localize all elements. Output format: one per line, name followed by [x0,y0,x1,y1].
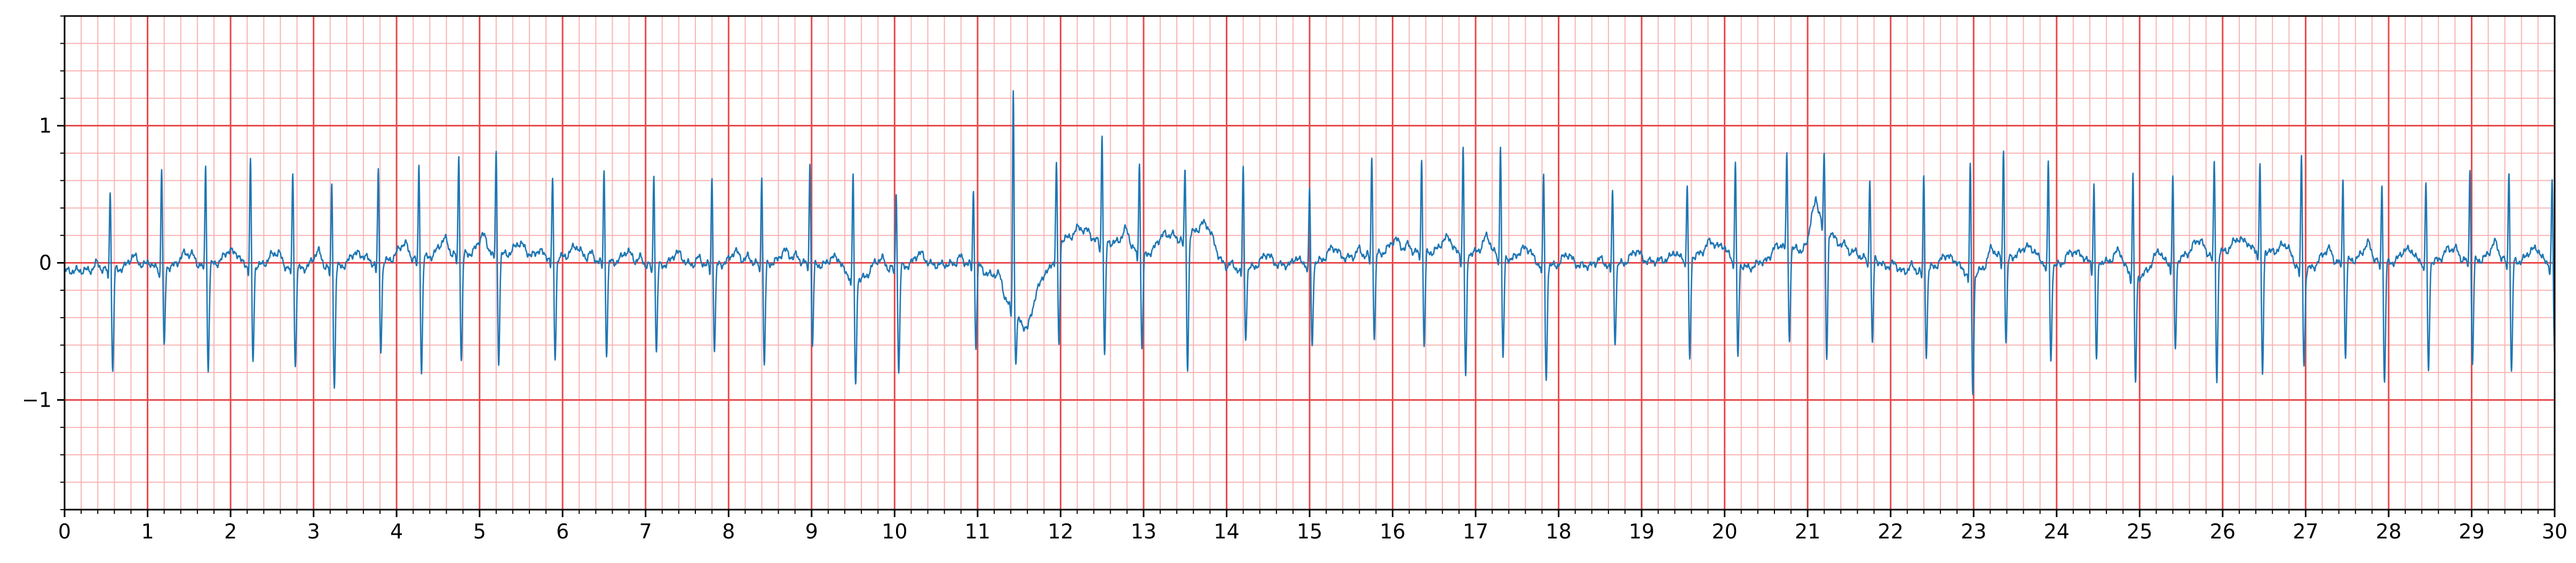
x-tick-label: 29 [2459,520,2484,543]
x-tick-label: 20 [1711,520,1737,543]
x-tick-label: 9 [805,520,818,543]
x-tick-label: 19 [1629,520,1654,543]
x-tick-label: 23 [1961,520,1986,543]
y-tick-label: −1 [22,388,52,411]
axis-ticks [57,15,2556,517]
x-tick-label: 27 [2293,520,2318,543]
x-tick-labels: 0 1 2 3 4 5 6 7 8 9 10 11 12 13 14 15 16 17 18 19 20 21 22 23 24… [58,520,2567,543]
x-tick-label: 17 [1463,520,1488,543]
x-tick-label: 28 [2376,520,2401,543]
x-tick-label: 16 [1380,520,1405,543]
x-tick-label: 26 [2210,520,2236,543]
y-tick-label: 0 [39,251,52,275]
x-tick-label: 21 [1795,520,1820,543]
y-tick-label: 1 [39,114,52,138]
x-tick-label: 5 [473,520,486,543]
x-tick-label: 15 [1297,520,1322,543]
y-tick-labels: −1 0 1 [22,114,52,412]
x-tick-label: 8 [722,520,735,543]
x-tick-label: 11 [965,520,990,543]
x-tick-label: 2 [224,520,237,543]
x-tick-label: 18 [1545,520,1571,543]
x-tick-label: 22 [1878,520,1904,543]
x-tick-label: 14 [1214,520,1239,543]
trace-layer [64,90,2556,395]
x-tick-label: 0 [58,520,71,543]
x-tick-label: 3 [307,520,320,543]
x-tick-label: 6 [556,520,569,543]
x-tick-label: 12 [1048,520,1073,543]
x-tick-label: 1 [141,520,154,543]
x-tick-label: 30 [2542,520,2567,543]
x-tick-label: 24 [2044,520,2070,543]
x-tick-label: 25 [2127,520,2152,543]
x-tick-label: 13 [1131,520,1156,543]
ecg-trace-line [64,90,2556,395]
x-tick-label: 10 [882,520,907,543]
x-tick-label: 7 [639,520,652,543]
x-tick-label: 4 [390,520,403,543]
